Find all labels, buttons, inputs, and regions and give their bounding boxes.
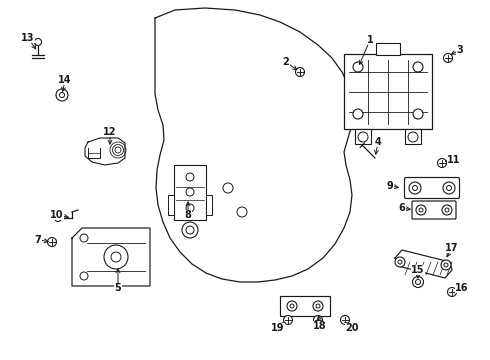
Text: 12: 12 [103,127,117,137]
Circle shape [353,62,363,72]
Circle shape [186,173,194,181]
Circle shape [48,238,56,247]
Circle shape [287,301,297,311]
Circle shape [182,222,198,238]
Circle shape [413,62,423,72]
Circle shape [438,158,446,167]
Text: 2: 2 [283,57,290,67]
Circle shape [80,234,88,242]
Text: 10: 10 [50,210,64,220]
Polygon shape [155,8,354,282]
FancyBboxPatch shape [405,177,460,198]
FancyBboxPatch shape [412,201,456,219]
Text: 17: 17 [445,243,459,253]
Bar [355,129,371,144]
Polygon shape [85,138,125,165]
Circle shape [398,260,402,264]
Circle shape [341,315,349,324]
Text: 11: 11 [447,155,461,165]
Circle shape [416,205,426,215]
Text: 13: 13 [21,33,35,43]
Bar [376,43,400,55]
Circle shape [314,315,322,324]
Bar [206,195,212,215]
Circle shape [409,182,421,194]
Circle shape [56,89,68,101]
Text: 15: 15 [411,265,425,275]
Bar [280,296,330,316]
Circle shape [444,263,448,267]
Circle shape [290,304,294,308]
Circle shape [358,132,368,142]
Circle shape [34,39,42,45]
Circle shape [54,215,62,221]
Circle shape [59,93,65,98]
Circle shape [446,185,451,190]
Circle shape [186,204,194,212]
Bar [344,54,432,129]
Circle shape [416,279,420,284]
Circle shape [419,208,423,212]
Circle shape [295,68,304,77]
Bar [174,165,206,220]
Circle shape [284,315,293,324]
Text: 14: 14 [58,75,72,85]
Circle shape [395,257,405,267]
Circle shape [443,182,455,194]
Circle shape [80,272,88,280]
Polygon shape [72,228,150,286]
Circle shape [353,109,363,119]
Text: 18: 18 [313,321,327,331]
Text: 6: 6 [399,203,405,213]
Circle shape [104,245,128,269]
Circle shape [445,208,449,212]
Circle shape [447,288,457,297]
Circle shape [408,132,418,142]
Text: 9: 9 [387,181,393,191]
Circle shape [443,54,452,63]
Circle shape [413,185,417,190]
Circle shape [316,304,320,308]
Circle shape [442,205,452,215]
Text: 8: 8 [185,210,192,220]
Text: 19: 19 [271,323,285,333]
Text: 5: 5 [115,283,122,293]
Bar [405,129,421,144]
Text: 1: 1 [367,35,373,45]
Circle shape [186,188,194,196]
Text: 16: 16 [455,283,469,293]
Text: 4: 4 [375,137,381,147]
Circle shape [413,109,423,119]
Circle shape [111,252,121,262]
Text: 7: 7 [35,235,41,245]
Text: 3: 3 [457,45,464,55]
Polygon shape [395,250,452,278]
Bar [168,195,174,215]
Text: 20: 20 [345,323,359,333]
Circle shape [413,276,423,288]
Circle shape [313,301,323,311]
Circle shape [441,260,451,270]
Circle shape [186,226,194,234]
